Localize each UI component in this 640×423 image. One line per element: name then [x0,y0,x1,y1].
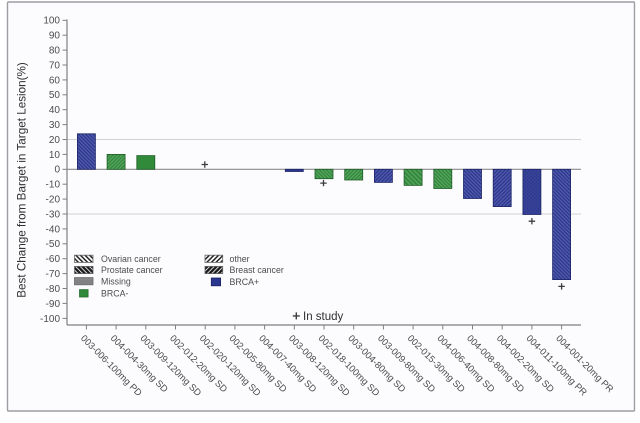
svg-text:Prostate cancer: Prostate cancer [101,265,163,275]
svg-text:60: 60 [49,75,61,86]
svg-text:10: 10 [49,150,61,161]
svg-text:-70: -70 [46,269,61,280]
svg-text:Best Change from Barget in Tar: Best Change from Barget in Target Lesion… [16,62,29,298]
svg-text:Breast cancer: Breast cancer [230,265,284,275]
svg-text:50: 50 [49,90,61,101]
svg-text:-80: -80 [46,284,61,295]
svg-text:Missing: Missing [101,276,131,286]
svg-text:Ovarian cancer: Ovarian cancer [101,254,161,264]
svg-text:-40: -40 [46,224,61,235]
svg-text:-90: -90 [46,299,61,310]
svg-text:20: 20 [49,135,61,146]
svg-text:-10: -10 [46,180,61,191]
svg-text:-20: -20 [46,195,61,206]
svg-text:40: 40 [49,105,61,116]
svg-text:-100: -100 [40,314,60,325]
svg-text:-60: -60 [46,254,61,265]
svg-text:0: 0 [54,165,60,176]
svg-text:80: 80 [49,46,61,57]
svg-text:90: 90 [49,31,61,42]
svg-text:100: 100 [43,16,60,27]
svg-text:-30: -30 [46,209,61,220]
svg-text:other: other [230,254,250,264]
svg-text:70: 70 [49,60,61,71]
svg-text:BRCA+: BRCA+ [230,277,260,287]
svg-text:BRCA-: BRCA- [101,288,128,298]
svg-text:-50: -50 [46,239,61,250]
svg-text:30: 30 [49,120,61,131]
svg-text:In study: In study [303,311,344,323]
